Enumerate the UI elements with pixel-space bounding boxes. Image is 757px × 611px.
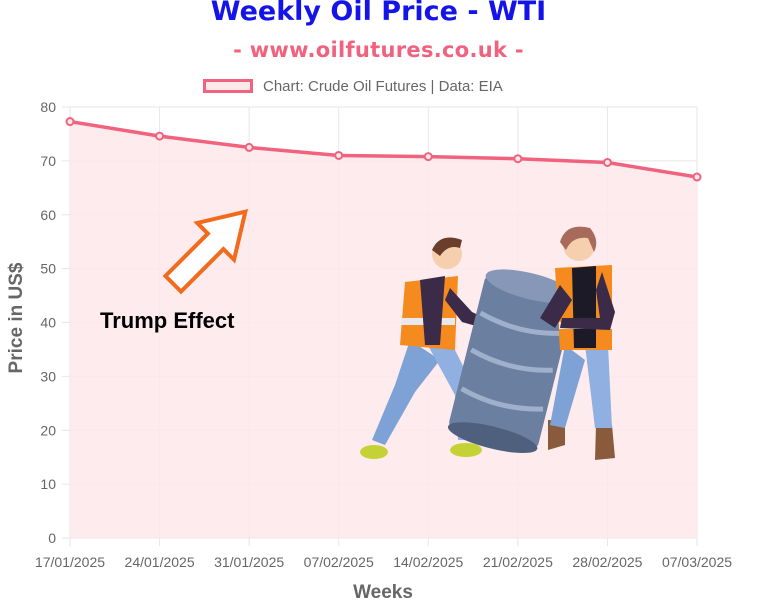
legend-swatch: [203, 79, 253, 93]
y-tick-label: 20: [40, 422, 56, 438]
x-tick-label: 21/02/2025: [483, 554, 553, 570]
y-tick-label: 60: [40, 207, 56, 223]
legend[interactable]: Chart: Crude Oil Futures | Data: EIA: [203, 76, 503, 96]
data-point: [65, 117, 75, 127]
data-points: [65, 117, 702, 182]
y-tick-label: 80: [40, 99, 56, 115]
data-point: [334, 150, 344, 160]
x-tick-label: 17/01/2025: [35, 554, 105, 570]
y-tick-label: 10: [40, 476, 56, 492]
x-tick-labels: 17/01/2025 24/01/2025 31/01/2025 07/02/2025…: [35, 554, 732, 570]
data-point: [155, 131, 165, 141]
chart-title: Weekly Oil Price - WTI: [210, 0, 547, 27]
x-tick-label: 14/02/2025: [393, 554, 463, 570]
y-axis-label: Price in US$: [6, 262, 27, 373]
legend-label: Chart: Crude Oil Futures | Data: EIA: [263, 77, 503, 95]
y-tick-label: 0: [48, 530, 56, 546]
x-axis-label: Weeks: [353, 582, 413, 603]
series-line: [69, 119, 698, 179]
x-tick-label: 24/01/2025: [125, 554, 195, 570]
x-tick-label: 31/01/2025: [214, 554, 284, 570]
x-tick-label: 07/02/2025: [304, 554, 374, 570]
data-point: [423, 152, 433, 162]
x-tick-label: 28/02/2025: [572, 554, 642, 570]
workers-barrel-illustration: [360, 226, 615, 460]
x-tick-label: 07/03/2025: [662, 554, 732, 570]
data-point: [602, 157, 612, 167]
data-point: [513, 154, 523, 164]
data-point: [692, 172, 702, 182]
y-tick-label: 70: [40, 153, 56, 169]
y-tick-label: 40: [40, 315, 56, 331]
y-tick-labels: 0 10 20 30 40 50 60 70 80: [40, 99, 56, 546]
data-point: [244, 142, 254, 152]
annotation-label: Trump Effect: [100, 308, 235, 333]
y-tick-label: 50: [40, 261, 56, 277]
arrow-icon: [162, 208, 249, 295]
chart-subtitle: - www.oilfutures.co.uk -: [233, 38, 524, 62]
y-tick-label: 30: [40, 368, 56, 384]
